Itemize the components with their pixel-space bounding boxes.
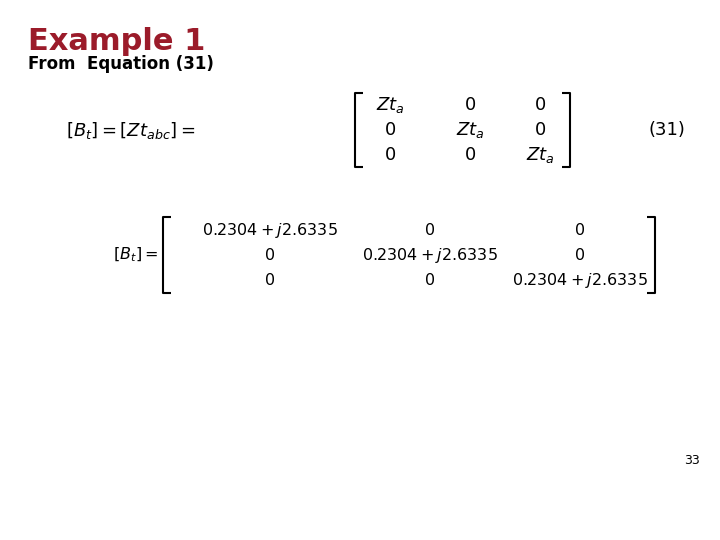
Text: $0$: $0$ <box>264 247 276 263</box>
Text: $0$: $0$ <box>384 146 396 164</box>
Text: $Zt_a$: $Zt_a$ <box>376 95 405 115</box>
Text: $0$: $0$ <box>264 272 276 288</box>
Text: $0$: $0$ <box>425 272 436 288</box>
Text: $0$: $0$ <box>384 121 396 139</box>
Text: $0.2304 + j2.6335$: $0.2304 + j2.6335$ <box>512 271 648 289</box>
Text: $0$: $0$ <box>464 96 476 114</box>
Text: $0$: $0$ <box>534 121 546 139</box>
Text: $0$: $0$ <box>425 222 436 238</box>
Text: Example 1: Example 1 <box>28 27 205 56</box>
Text: $0.2304 + j2.6335$: $0.2304 + j2.6335$ <box>202 221 338 240</box>
Text: $[B_t] = $: $[B_t] = $ <box>113 246 158 264</box>
Text: $0$: $0$ <box>575 222 585 238</box>
Text: $0$: $0$ <box>575 247 585 263</box>
Text: $0$: $0$ <box>534 96 546 114</box>
Text: ECpE Department: ECpE Department <box>533 498 698 517</box>
Text: $[B_t] = [Zt_{abc}] = $: $[B_t] = [Zt_{abc}] = $ <box>66 119 195 140</box>
Text: $0$: $0$ <box>464 146 476 164</box>
Text: (31): (31) <box>648 121 685 139</box>
Text: $0.2304 + j2.6335$: $0.2304 + j2.6335$ <box>362 246 498 265</box>
Text: $Zt_a$: $Zt_a$ <box>456 120 485 140</box>
Text: From  Equation (31): From Equation (31) <box>28 55 214 73</box>
Text: 33: 33 <box>684 454 700 467</box>
Text: Iowa State University: Iowa State University <box>22 498 240 517</box>
Text: $Zt_a$: $Zt_a$ <box>526 145 554 165</box>
